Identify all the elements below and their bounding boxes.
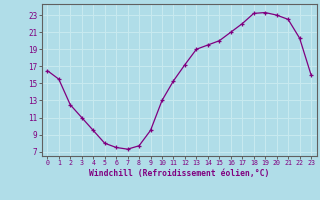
X-axis label: Windchill (Refroidissement éolien,°C): Windchill (Refroidissement éolien,°C) [89,169,269,178]
